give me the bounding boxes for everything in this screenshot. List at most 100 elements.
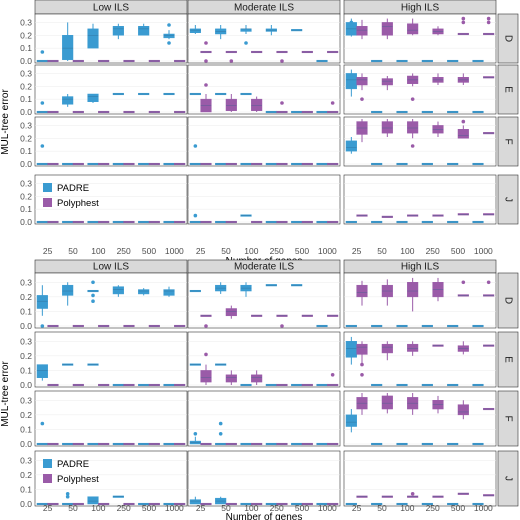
outlier-point [167, 41, 171, 45]
outlier-point [193, 432, 198, 436]
x-tick-label: 250 [426, 503, 440, 513]
box-padre [240, 28, 252, 32]
facet-panel [34, 331, 188, 388]
x-tick-label: 500 [451, 246, 465, 256]
box-polyphest [407, 343, 419, 352]
chart-block-1: Low ILS Moderate ILS High ILS D 0.0 0.1 0.2 0.3… [0, 0, 519, 267]
facet-panel [187, 390, 341, 447]
facet-panel [187, 272, 341, 329]
x-tick-label: 100 [400, 246, 414, 256]
row-strip-label: F [502, 415, 513, 421]
y-tick-label: 0.0 [20, 107, 32, 117]
box-polyphest [356, 284, 368, 298]
outlier-point [40, 144, 45, 148]
y-tick-label: 0.1 [20, 146, 32, 156]
row-strip-label: J [502, 476, 513, 481]
y-tick-label: 0.3 [20, 395, 32, 405]
outlier-point [167, 23, 171, 27]
box-padre [62, 284, 74, 296]
box-padre [36, 364, 48, 378]
box-polyphest [356, 343, 368, 355]
column-strip-label: Low ILS [93, 262, 129, 273]
x-tick-label: 50 [68, 503, 78, 513]
row-strip-label: F [502, 138, 513, 144]
box-padre [189, 28, 201, 33]
outlier-point [360, 362, 364, 367]
y-tick-label: 0.3 [20, 68, 32, 78]
box-polyphest [381, 395, 393, 410]
box-polyphest [225, 98, 237, 111]
chart-block-2: Low ILS Moderate ILS High ILS D 0.0 0.1 0.2 0.3… [0, 259, 519, 520]
row-strip [497, 331, 519, 388]
outlier-point [461, 16, 466, 21]
box-polyphest [251, 98, 263, 111]
column-strip-label: Low ILS [93, 3, 129, 14]
facet-panel [343, 13, 497, 64]
box-padre [163, 289, 175, 296]
outlier-point [40, 421, 45, 426]
facet-panel [187, 450, 341, 507]
legend-swatch-polyphest [43, 474, 52, 483]
facet-panel [34, 13, 188, 64]
column-strip-label: Moderate ILS [234, 3, 294, 14]
y-tick-label: 0.1 [20, 94, 32, 104]
box-padre [189, 499, 201, 505]
facet-panel [187, 13, 341, 64]
y-tick-label: 0.2 [20, 133, 32, 143]
outlier-point [360, 373, 364, 377]
x-tick-label: 50 [221, 246, 231, 256]
box-padre [345, 140, 357, 152]
legend-label: Polyphest [57, 198, 99, 209]
box-padre [36, 295, 48, 309]
legend-label: Polyphest [57, 474, 99, 485]
x-tick-label: 500 [295, 246, 309, 256]
legend-swatch-padre [43, 459, 52, 468]
x-tick-label: 500 [451, 503, 465, 513]
outlier-point [218, 421, 223, 426]
x-tick-label: 1000 [474, 503, 493, 513]
y-tick-label: 0.0 [20, 217, 32, 227]
y-tick-label: 0.2 [20, 30, 32, 40]
x-tick-label: 25 [43, 503, 53, 513]
facet-panel [34, 174, 188, 225]
outlier-point [65, 492, 70, 496]
row-strip [497, 64, 519, 115]
x-tick-label: 50 [377, 503, 387, 513]
box-padre [163, 33, 175, 39]
outlier-point [91, 299, 95, 304]
row-strip-label: J [502, 197, 513, 202]
box-polyphest [457, 404, 469, 416]
box-padre [62, 35, 74, 60]
x-tick-label: 500 [142, 503, 156, 513]
box-polyphest [381, 121, 393, 134]
y-tick-label: 0.1 [20, 43, 32, 53]
box-polyphest [407, 121, 419, 134]
y-tick-label: 0.2 [20, 191, 32, 201]
y-tick-label: 0.0 [20, 159, 32, 169]
box-padre [138, 289, 150, 295]
x-tick-label: 25 [196, 246, 206, 256]
column-strip-label: High ILS [401, 3, 440, 14]
x-tick-label: 25 [43, 246, 53, 256]
box-padre [345, 341, 357, 358]
column-strip-label: High ILS [401, 262, 440, 273]
outlier-point [244, 41, 248, 45]
box-polyphest [457, 129, 469, 139]
x-tick-label: 100 [91, 503, 105, 513]
y-tick-label: 0.0 [20, 499, 32, 509]
outlier-point [40, 324, 45, 328]
facet-panel [343, 174, 497, 225]
row-strip-label: E [502, 86, 513, 93]
outlier-point [349, 20, 354, 25]
outlier-point [193, 144, 198, 148]
x-tick-label: 100 [400, 503, 414, 513]
x-tick-label: 1000 [474, 246, 493, 256]
legend-swatch-polyphest [43, 198, 52, 207]
outlier-point [204, 83, 208, 87]
column-strip-label: Moderate ILS [234, 262, 294, 273]
facet-panel [187, 174, 341, 225]
box-polyphest [381, 343, 393, 354]
box-padre [87, 496, 99, 505]
y-tick-label: 0.1 [20, 306, 32, 316]
outlier-point [280, 59, 284, 63]
